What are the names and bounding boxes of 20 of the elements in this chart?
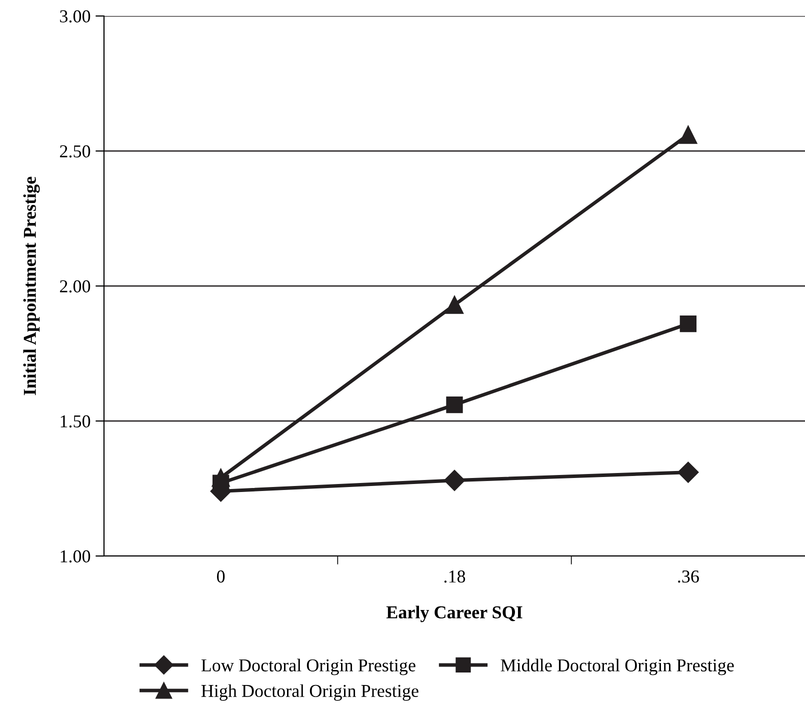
y-tick-label: 3.00 [60, 10, 90, 23]
point [678, 462, 699, 483]
point [446, 396, 463, 414]
y-axis-title: Initial Appointment Prestige [23, 176, 40, 396]
y-tick-label: 2.00 [60, 280, 90, 293]
y-tick-label: 2.50 [60, 145, 90, 158]
point [680, 315, 696, 332]
y-tick-label: 1.50 [60, 415, 90, 428]
x-axis-title: Early Career SQI [386, 606, 522, 622]
x-tick-label: .18 [444, 570, 466, 583]
legend-label: Low Doctoral Origin Prestige [201, 658, 416, 676]
point [679, 126, 698, 144]
legend-label: High Doctoral Origin Prestige [201, 684, 418, 701]
x-tick-label: 0 [217, 570, 225, 583]
point [212, 468, 230, 487]
legend-label: Middle Doctoral Origin Prestige [500, 658, 734, 676]
point [444, 470, 466, 491]
x-tick-label: .36 [678, 570, 699, 583]
y-tick-label: 1.00 [60, 550, 90, 563]
point [445, 296, 464, 314]
